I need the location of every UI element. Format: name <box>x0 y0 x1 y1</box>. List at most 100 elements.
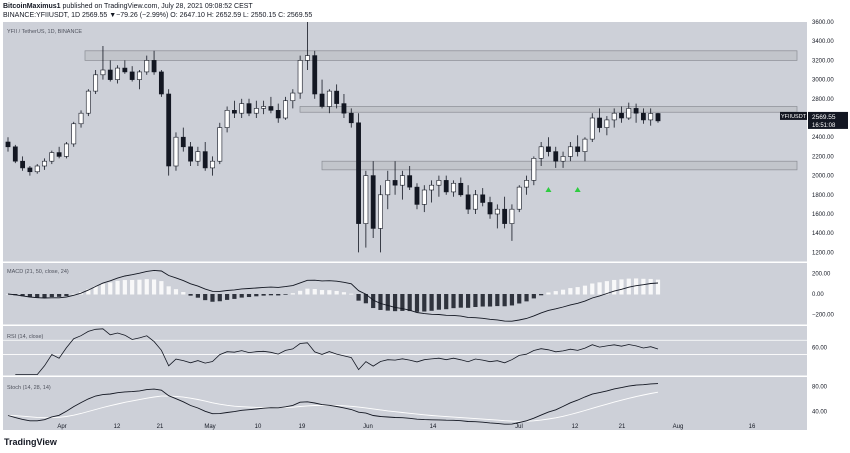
price-tick-label: 1600.00 <box>812 212 834 218</box>
countdown-label: 16:51:08 <box>812 123 836 129</box>
macd-histogram-bar <box>466 294 471 308</box>
publisher-name[interactable]: BitcoinMaximus1 <box>3 3 61 10</box>
candle-body <box>20 160 26 169</box>
macd-histogram-bar <box>560 289 566 295</box>
macd-histogram-bar <box>283 294 288 295</box>
candle-body <box>283 100 288 119</box>
candle-body <box>399 175 405 186</box>
macd-histogram-bar <box>436 294 441 310</box>
candle-body <box>341 103 347 114</box>
macd-histogram-bar <box>151 279 157 295</box>
macd-histogram-bar <box>195 294 200 298</box>
candle-body <box>356 122 361 224</box>
macd-histogram-bar <box>480 294 485 307</box>
resistance-zone <box>321 160 798 171</box>
tradingview-brand: TradingView <box>4 437 57 447</box>
macd-histogram-bar <box>173 289 179 295</box>
header-change: ▼−79.26 (−2.99%) <box>109 12 169 19</box>
macd-histogram-bar <box>181 292 186 295</box>
resistance-zone <box>84 50 798 61</box>
macd-histogram-bar <box>487 294 493 307</box>
macd-histogram-bar <box>385 294 390 311</box>
macd-histogram-bar <box>27 294 33 298</box>
macd-histogram-bar <box>217 294 222 302</box>
rsi-tick-label: 60.00 <box>812 345 828 351</box>
price-tick-label: 3400.00 <box>812 39 834 45</box>
macd-histogram-bar <box>582 285 588 295</box>
candle-body <box>421 189 427 205</box>
candle-body <box>239 103 245 114</box>
candle-body <box>480 194 486 203</box>
tradingview-logo[interactable]: TradingView <box>4 437 57 447</box>
macd-histogram-bar <box>71 293 76 295</box>
time-axis-label: Jun <box>363 424 373 430</box>
candle-body <box>334 90 340 104</box>
candle-body <box>655 113 661 122</box>
time-axis-label: 14 <box>430 424 437 430</box>
price-tick-label: 3200.00 <box>812 58 834 64</box>
macd-histogram-bar <box>319 290 325 295</box>
signal-arrow-icon <box>574 187 581 193</box>
candle-body <box>363 175 369 224</box>
candle-body <box>210 160 215 169</box>
macd-histogram-bar <box>422 294 427 312</box>
macd-histogram-bar <box>232 294 237 299</box>
macd-histogram-bar <box>144 279 149 295</box>
candle-body <box>34 165 40 173</box>
macd-histogram-bar <box>356 294 361 301</box>
candle-body <box>465 194 471 210</box>
candle-body <box>494 208 500 215</box>
macd-histogram-bar <box>49 294 54 298</box>
candle-body <box>553 151 559 162</box>
macd-histogram-bar <box>378 294 383 310</box>
candle-body <box>326 90 332 107</box>
macd-histogram-bar <box>93 286 98 295</box>
candle-body <box>443 180 449 193</box>
price-tick-label: 1400.00 <box>812 231 834 237</box>
macd-histogram-bar <box>648 278 653 295</box>
header-ohlc: O: 2647.10 H: 2652.59 L: 2550.15 C: 2569… <box>170 12 313 19</box>
macd-histogram-bar <box>20 294 25 297</box>
macd-histogram-bar <box>246 294 252 298</box>
candle-body <box>414 186 420 205</box>
price-tick-label: 1800.00 <box>812 193 834 199</box>
macd-histogram-bar <box>509 294 515 306</box>
macd-histogram-bar <box>203 294 208 301</box>
time-axis-label: May <box>204 424 215 430</box>
candle-body <box>166 93 172 167</box>
time-axis-label: 10 <box>255 424 262 430</box>
macd-histogram-bar <box>473 294 478 307</box>
candle-body <box>385 180 391 196</box>
macd-histogram-bar <box>327 290 332 295</box>
macd-histogram-bar <box>42 294 47 298</box>
candle-body <box>217 127 223 162</box>
macd-histogram-bar <box>655 279 661 295</box>
candle-body <box>524 180 529 188</box>
macd-histogram-bar <box>633 278 639 295</box>
stoch-k-line <box>7 383 659 425</box>
candle-body <box>597 117 602 128</box>
candle-body <box>589 117 595 140</box>
macd-histogram-bar <box>539 294 544 296</box>
candle-body <box>268 106 274 111</box>
candle-body <box>93 74 99 92</box>
candle-body <box>582 138 588 152</box>
signal-arrow-icon <box>545 187 552 193</box>
candle-body <box>224 110 230 128</box>
candle-body <box>436 180 442 186</box>
macd-histogram-bar <box>35 294 40 298</box>
candle-body <box>538 146 544 159</box>
candle-body <box>64 143 69 157</box>
candle-body <box>49 152 55 162</box>
macd-histogram-bar <box>210 294 215 302</box>
macd-histogram-bar <box>261 294 266 296</box>
time-axis-label: Aug <box>673 424 684 430</box>
macd-histogram-bar <box>349 293 354 295</box>
macd-histogram-bar <box>619 279 624 295</box>
candle-body <box>312 55 318 95</box>
rsi-panel-bg <box>3 326 807 376</box>
macd-histogram-bar <box>166 286 171 295</box>
stoch-label: Stoch (14, 28, 14) <box>7 385 51 391</box>
price-tick-label: 2000.00 <box>812 174 834 180</box>
macd-histogram-bar <box>626 278 631 295</box>
